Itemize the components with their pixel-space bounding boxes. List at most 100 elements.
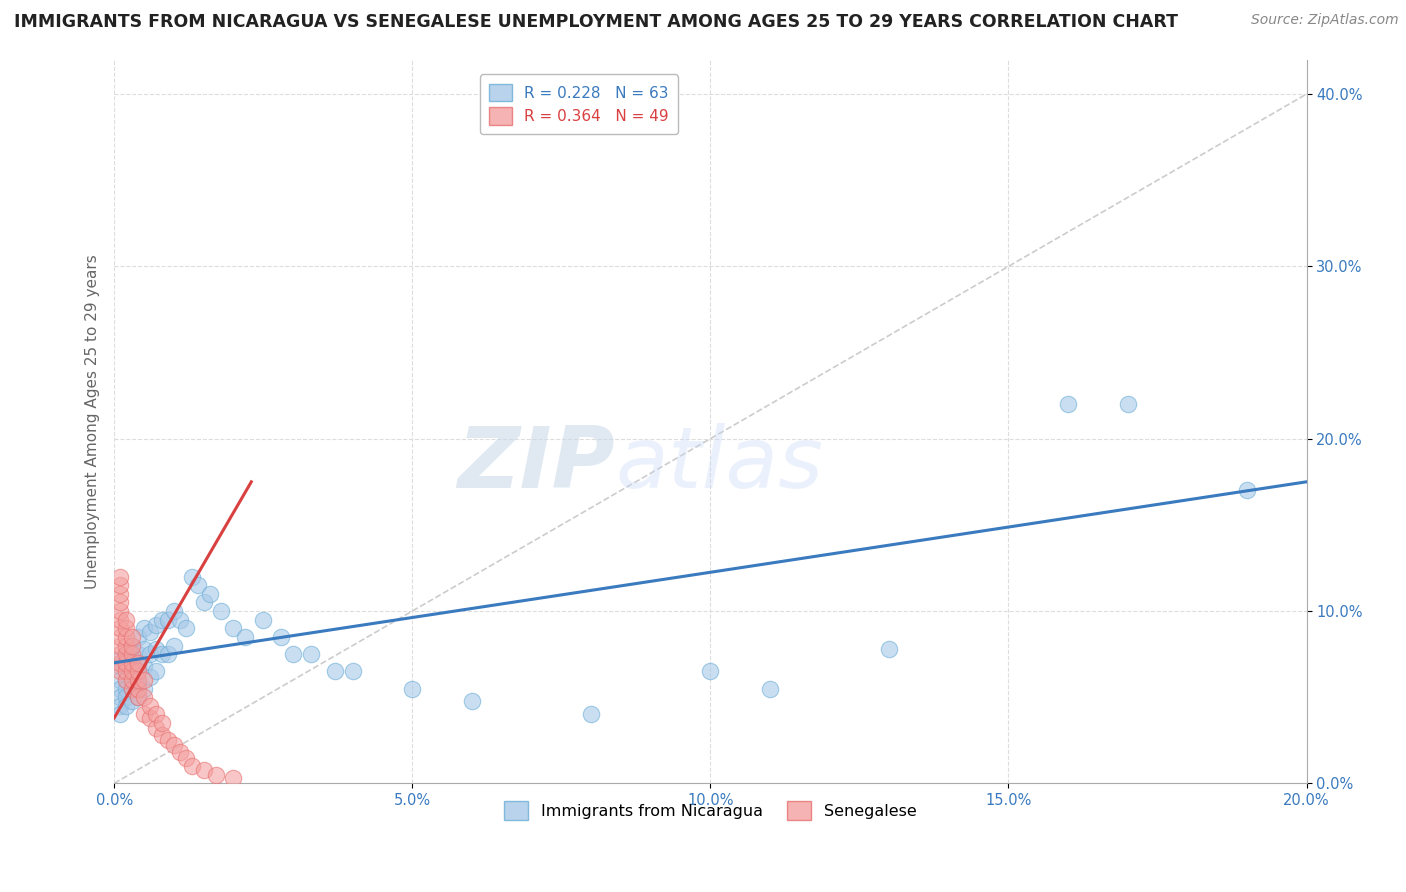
Point [115,659,138,673]
Point [121,681,143,696]
Point [127,665,149,679]
Point [127,630,149,644]
Point [127,681,149,696]
Point [156,733,179,747]
Point [121,656,143,670]
Point [180,759,202,773]
Point [132,690,155,705]
Text: atlas: atlas [614,424,823,507]
Y-axis label: Unemployment Among Ages 25 to 29 years: Unemployment Among Ages 25 to 29 years [86,254,100,589]
Point [1057,397,1080,411]
Point [139,669,162,683]
Point [145,707,167,722]
Point [108,569,131,583]
Point [204,768,226,782]
Point [108,673,131,687]
Point [121,673,143,687]
Point [145,617,167,632]
Point [877,642,900,657]
Point [156,613,179,627]
Point [163,639,186,653]
Point [169,613,191,627]
Point [115,630,138,644]
Point [108,595,131,609]
Point [270,630,292,644]
Point [108,659,131,673]
Point [150,613,173,627]
Point [139,711,162,725]
Point [115,647,138,661]
Point [579,707,602,722]
Point [222,621,245,635]
Point [461,694,484,708]
Legend: Immigrants from Nicaragua, Senegalese: Immigrants from Nicaragua, Senegalese [498,795,922,826]
Point [145,665,167,679]
Point [121,656,143,670]
Point [121,694,143,708]
Point [121,630,143,644]
Point [233,630,256,644]
Point [115,673,138,687]
Point [150,728,173,742]
Point [759,681,782,696]
Point [127,656,149,670]
Point [108,587,131,601]
Text: ZIP: ZIP [457,424,614,507]
Point [108,698,131,713]
Point [193,763,215,777]
Point [108,630,131,644]
Point [401,681,423,696]
Point [139,647,162,661]
Point [187,578,209,592]
Point [281,647,304,661]
Point [169,745,191,759]
Point [174,621,197,635]
Point [193,595,215,609]
Point [252,613,274,627]
Point [108,656,131,670]
Point [127,647,149,661]
Point [132,621,155,635]
Point [299,647,322,661]
Point [127,690,149,705]
Point [115,681,138,696]
Point [163,604,186,618]
Point [211,604,233,618]
Point [121,647,143,661]
Point [115,690,138,705]
Point [108,652,131,666]
Point [127,659,149,673]
Text: IMMIGRANTS FROM NICARAGUA VS SENEGALESE UNEMPLOYMENT AMONG AGES 25 TO 29 YEARS C: IMMIGRANTS FROM NICARAGUA VS SENEGALESE … [14,13,1178,31]
Point [108,578,131,592]
Point [342,665,364,679]
Point [139,624,162,639]
Point [115,665,138,679]
Point [115,647,138,661]
Point [108,665,131,679]
Point [115,639,138,653]
Point [132,642,155,657]
Point [108,647,131,661]
Point [1236,483,1258,498]
Point [108,621,131,635]
Point [132,681,155,696]
Point [127,673,149,687]
Point [1116,397,1139,411]
Point [115,613,138,627]
Point [150,647,173,661]
Point [180,569,202,583]
Point [145,642,167,657]
Point [108,639,131,653]
Point [121,639,143,653]
Point [108,681,131,696]
Point [156,647,179,661]
Point [132,673,155,687]
Point [115,673,138,687]
Text: Source: ZipAtlas.com: Source: ZipAtlas.com [1251,13,1399,28]
Point [174,750,197,764]
Point [127,676,149,690]
Point [127,690,149,705]
Point [163,739,186,753]
Point [198,587,221,601]
Point [132,707,155,722]
